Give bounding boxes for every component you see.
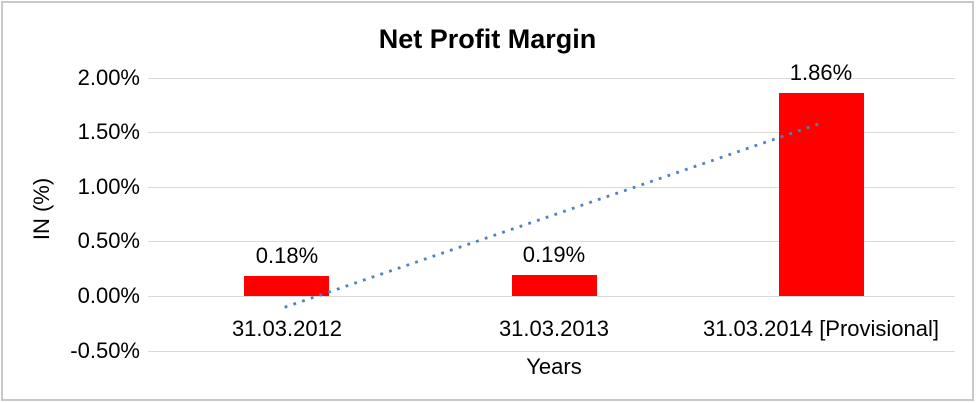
bar [779, 93, 864, 296]
x-axis-category-label: 31.03.2013 [498, 316, 610, 341]
gridline [148, 296, 955, 297]
bar-data-label: 0.19% [522, 242, 586, 267]
bar-data-label: 0.18% [255, 243, 319, 268]
y-axis-tick-label: 1.00% [77, 174, 140, 199]
y-axis-tick-label: 1.50% [77, 119, 140, 144]
x-axis-category-label: 31.03.2014 [Provisional] [702, 316, 940, 341]
y-axis-tick-label: 0.50% [77, 228, 140, 253]
gridline [148, 351, 955, 352]
bar-data-label: 1.86% [789, 60, 853, 85]
bar [512, 275, 597, 296]
y-axis-tick-label: 2.00% [77, 65, 140, 90]
x-axis-title: Years [526, 354, 582, 379]
y-axis-tick-label: 0.00% [77, 283, 140, 308]
chart-title: Net Profit Margin [378, 24, 597, 54]
x-axis-category-label: 31.03.2012 [231, 316, 343, 341]
gridline [148, 78, 955, 79]
bar [244, 276, 329, 296]
y-axis-tick-label: -0.50% [70, 338, 140, 363]
